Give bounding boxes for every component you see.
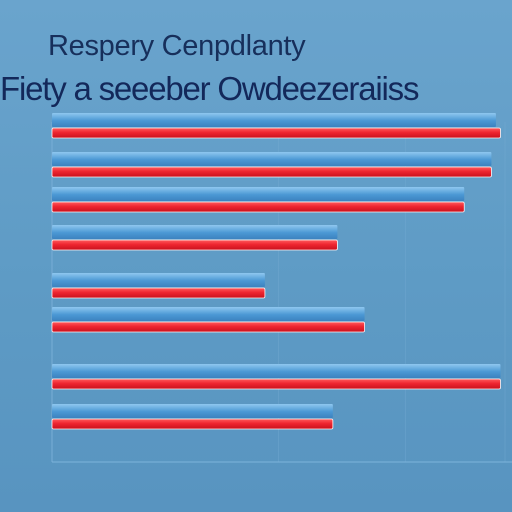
bar-blue bbox=[52, 364, 501, 378]
bar-blue bbox=[52, 404, 333, 418]
chart-title: Respery Cenpdlanty bbox=[48, 30, 306, 62]
bar-red bbox=[51, 239, 338, 251]
bar-red bbox=[51, 127, 501, 139]
bar-blue bbox=[52, 152, 492, 166]
chart-subtitle: Fiety a seeeber Owdeezeraiiss bbox=[0, 70, 419, 107]
bar-red bbox=[51, 418, 334, 430]
bar-red bbox=[51, 321, 365, 333]
bar-blue bbox=[52, 273, 265, 287]
bar-blue bbox=[52, 225, 338, 239]
bar-red bbox=[51, 378, 501, 390]
bar-blue bbox=[52, 187, 465, 201]
bar-blue bbox=[52, 307, 365, 321]
bar-blue bbox=[52, 113, 496, 127]
bar-red bbox=[51, 166, 492, 178]
bar-red bbox=[51, 201, 465, 213]
bar-red bbox=[51, 287, 266, 299]
